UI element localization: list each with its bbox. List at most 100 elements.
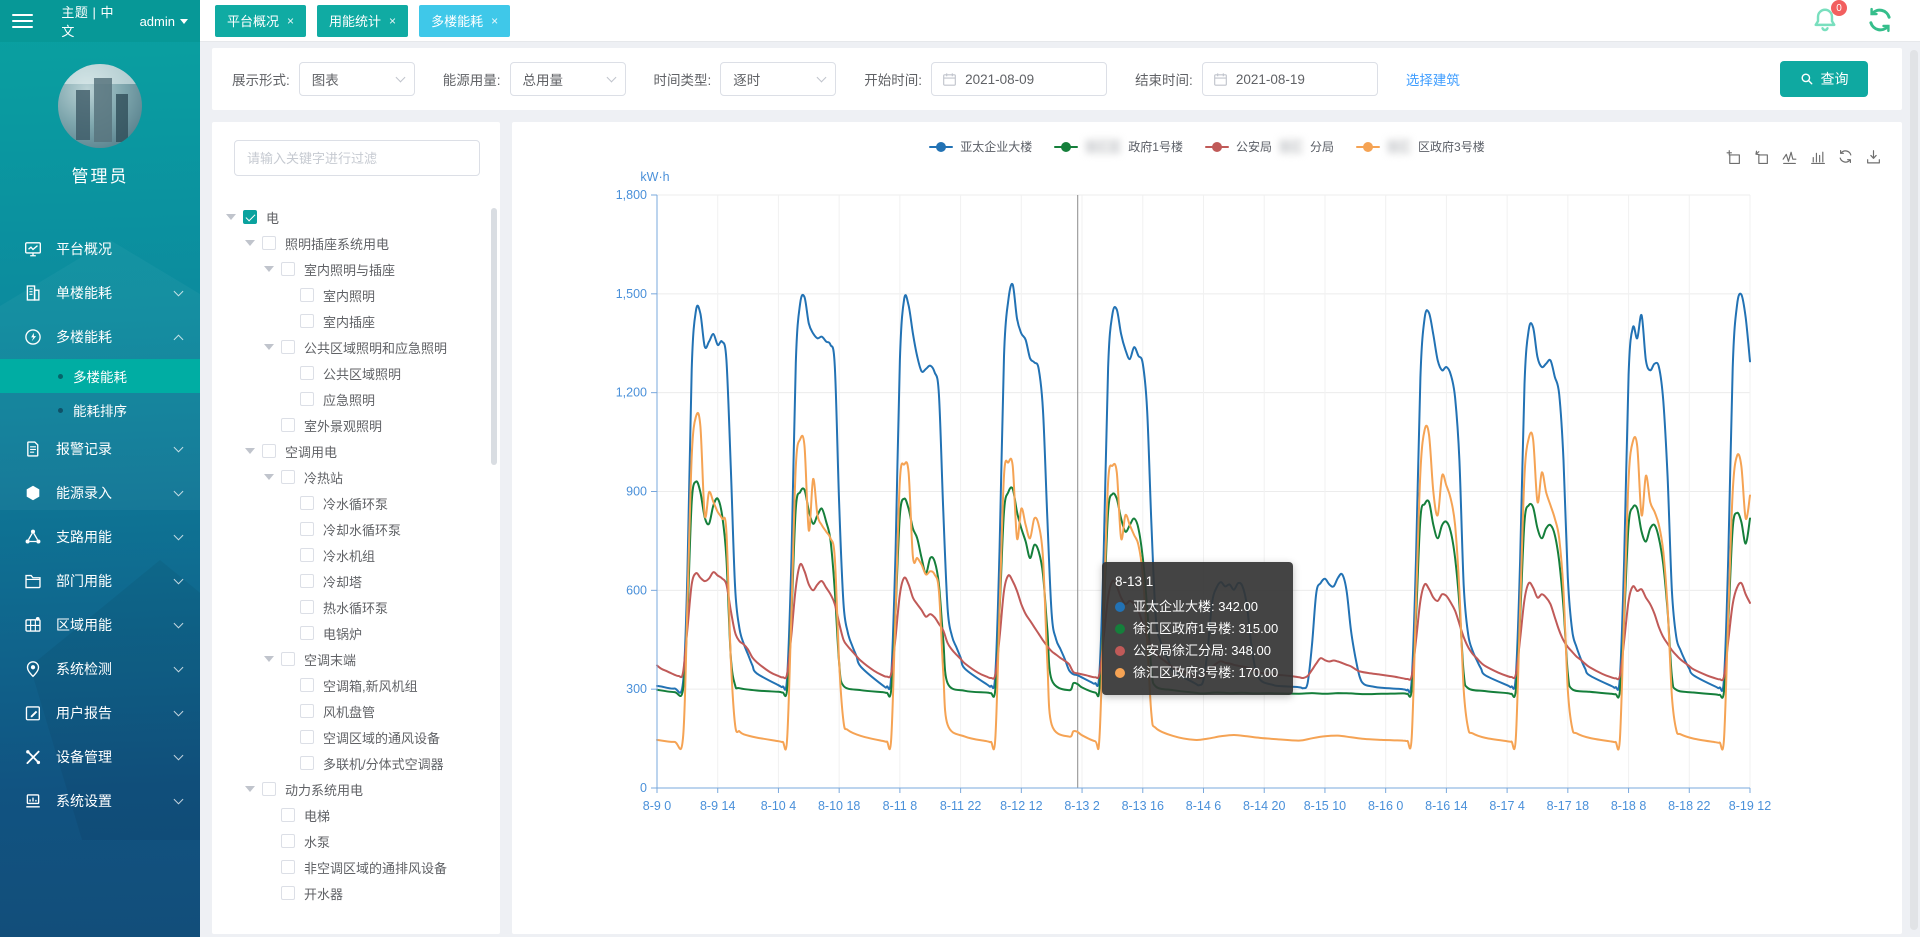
theme-language-links[interactable]: 主题 | 中文 [61, 5, 114, 39]
checkbox[interactable] [281, 262, 295, 276]
tree-node-电[interactable]: 电 [212, 204, 500, 230]
sidebar-item-系统检测[interactable]: 系统检测 [0, 647, 200, 691]
sidebar-item-单楼能耗[interactable]: 单楼能耗 [0, 271, 200, 315]
sidebar-item-平台概况[interactable]: 平台概况 [0, 227, 200, 271]
user-menu[interactable]: admin [140, 14, 188, 29]
sidebar-item-区域用能[interactable]: 区域用能 [0, 603, 200, 647]
legend-item-亚太企业大楼[interactable]: 亚太企业大楼 [929, 138, 1032, 155]
caret-expanded-icon[interactable] [245, 240, 255, 246]
caret-expanded-icon[interactable] [264, 656, 274, 662]
sidebar-item-用户报告[interactable]: 用户报告 [0, 691, 200, 735]
checkbox[interactable] [300, 366, 314, 380]
tree-node-冷却塔[interactable]: 冷却塔 [212, 568, 500, 594]
checkbox[interactable] [281, 834, 295, 848]
tree-node-室内照明[interactable]: 室内照明 [212, 282, 500, 308]
checkbox[interactable] [300, 678, 314, 692]
sidebar-item-支路用能[interactable]: 支路用能 [0, 515, 200, 559]
bar-chart-tool-icon[interactable] [1809, 148, 1826, 170]
tree-node-应急照明[interactable]: 应急照明 [212, 386, 500, 412]
tree-node-开水器[interactable]: 开水器 [212, 880, 500, 906]
sidebar-item-报警记录[interactable]: 报警记录 [0, 427, 200, 471]
sidebar-item-设备管理[interactable]: 设备管理 [0, 735, 200, 779]
tree-node-室内照明与插座[interactable]: 室内照明与插座 [212, 256, 500, 282]
checkbox[interactable] [300, 496, 314, 510]
zoom-restore-tool-icon[interactable] [1753, 148, 1770, 170]
checkbox[interactable] [262, 444, 276, 458]
sidebar-subitem-多楼能耗[interactable]: 多楼能耗 [0, 359, 200, 393]
tree-node-公共区域照明和应急照明[interactable]: 公共区域照明和应急照明 [212, 334, 500, 360]
tree-node-水泵[interactable]: 水泵 [212, 828, 500, 854]
tab-用能统计[interactable]: 用能统计 × [317, 4, 409, 37]
line-chart-tool-icon[interactable] [1781, 148, 1798, 170]
checkbox[interactable] [300, 600, 314, 614]
energy-usage-select[interactable]: 总用量 [509, 62, 626, 96]
menu-toggle-icon[interactable] [12, 14, 34, 28]
checkbox[interactable] [300, 574, 314, 588]
refresh-icon[interactable] [1866, 6, 1894, 39]
tree-node-冷热站[interactable]: 冷热站 [212, 464, 500, 490]
start-date-input[interactable]: 2021-08-09 [931, 62, 1108, 96]
notification-bell-icon[interactable]: 0 [1812, 0, 1847, 39]
checkbox[interactable] [281, 652, 295, 666]
tree-node-风机盘管[interactable]: 风机盘管 [212, 698, 500, 724]
tree-node-公共区域照明[interactable]: 公共区域照明 [212, 360, 500, 386]
series-line-徐汇区政府3号楼[interactable] [656, 411, 1751, 751]
tree-node-电锅炉[interactable]: 电锅炉 [212, 620, 500, 646]
legend-item-徐汇区政府1号楼[interactable]: 徐汇区 政府1号楼 [1054, 138, 1183, 155]
checkbox[interactable] [300, 522, 314, 536]
tree-node-多联机/分体式空调器[interactable]: 多联机/分体式空调器 [212, 750, 500, 776]
tree-node-电梯[interactable]: 电梯 [212, 802, 500, 828]
checkbox[interactable] [243, 210, 257, 224]
checkbox[interactable] [300, 756, 314, 770]
tree-node-动力系统用电[interactable]: 动力系统用电 [212, 776, 500, 802]
checkbox[interactable] [281, 470, 295, 484]
checkbox[interactable] [300, 314, 314, 328]
tree-node-非空调区域的通排风设备[interactable]: 非空调区域的通排风设备 [212, 854, 500, 880]
tree-node-室外景观照明[interactable]: 室外景观照明 [212, 412, 500, 438]
query-button[interactable]: 查询 [1780, 61, 1868, 97]
series-line-徐汇区政府1号楼[interactable] [656, 480, 1751, 699]
close-icon[interactable]: × [491, 13, 499, 28]
caret-expanded-icon[interactable] [226, 214, 236, 220]
sidebar-item-多楼能耗[interactable]: 多楼能耗 [0, 315, 200, 359]
close-icon[interactable]: × [287, 13, 295, 28]
page-scrollbar[interactable] [1910, 50, 1918, 930]
tree-node-空调用电[interactable]: 空调用电 [212, 438, 500, 464]
select-building-link[interactable]: 选择建筑 [1405, 73, 1460, 88]
close-icon[interactable]: × [389, 13, 397, 28]
tree-node-照明插座系统用电[interactable]: 照明插座系统用电 [212, 230, 500, 256]
sidebar-item-能源录入[interactable]: 能源录入 [0, 471, 200, 515]
tree-node-空调末端[interactable]: 空调末端 [212, 646, 500, 672]
download-tool-icon[interactable] [1865, 148, 1882, 170]
tree-node-空调区域的通风设备[interactable]: 空调区域的通风设备 [212, 724, 500, 750]
checkbox[interactable] [281, 886, 295, 900]
sidebar-item-部门用能[interactable]: 部门用能 [0, 559, 200, 603]
checkbox[interactable] [262, 236, 276, 250]
restore-tool-icon[interactable] [1837, 148, 1854, 170]
sidebar-subitem-能耗排序[interactable]: 能耗排序 [0, 393, 200, 427]
checkbox[interactable] [300, 626, 314, 640]
end-date-input[interactable]: 2021-08-19 [1201, 62, 1378, 96]
avatar[interactable] [58, 64, 142, 148]
tree-node-室内插座[interactable]: 室内插座 [212, 308, 500, 334]
checkbox[interactable] [300, 704, 314, 718]
tab-平台概况[interactable]: 平台概况 × [215, 4, 307, 37]
checkbox[interactable] [281, 808, 295, 822]
legend-item-公安局徐汇分局[interactable]: 公安局 徐汇 分局 [1204, 138, 1334, 155]
tree-scrollbar[interactable] [491, 208, 497, 465]
checkbox[interactable] [281, 860, 295, 874]
tree-node-冷却水循环泵[interactable]: 冷却水循环泵 [212, 516, 500, 542]
caret-expanded-icon[interactable] [264, 266, 274, 272]
checkbox[interactable] [300, 730, 314, 744]
tree-filter-input[interactable] [234, 140, 480, 176]
tree-node-冷水循环泵[interactable]: 冷水循环泵 [212, 490, 500, 516]
tree-node-热水循环泵[interactable]: 热水循环泵 [212, 594, 500, 620]
time-type-select[interactable]: 逐时 [720, 62, 837, 96]
checkbox[interactable] [300, 288, 314, 302]
zoom-in-tool-icon[interactable] [1725, 148, 1742, 170]
checkbox[interactable] [281, 340, 295, 354]
checkbox[interactable] [262, 782, 276, 796]
caret-expanded-icon[interactable] [264, 474, 274, 480]
checkbox[interactable] [281, 418, 295, 432]
caret-expanded-icon[interactable] [264, 344, 274, 350]
